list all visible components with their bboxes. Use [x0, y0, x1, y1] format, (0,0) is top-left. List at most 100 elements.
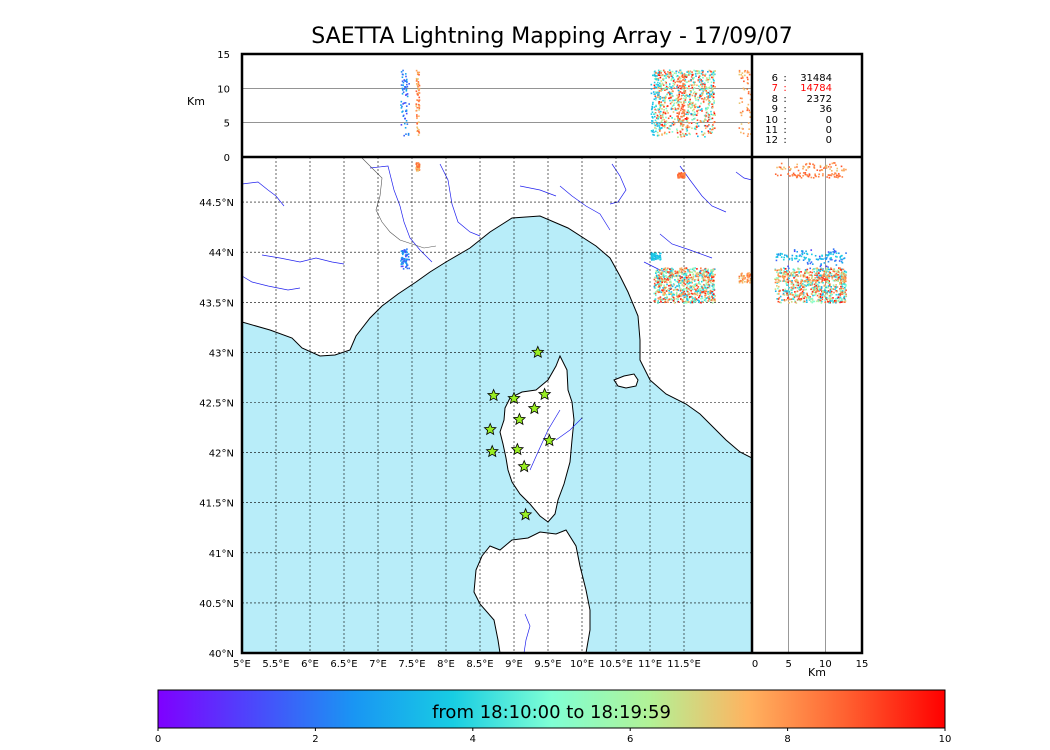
lightning-source-side [838, 260, 841, 262]
lightning-source-top [693, 87, 696, 89]
lightning-source [693, 279, 696, 281]
lightning-source [658, 277, 660, 280]
lightning-source-side [816, 294, 819, 297]
lightning-source [675, 274, 678, 277]
lightning-source-top [712, 85, 715, 87]
lightning-source-side [829, 301, 831, 304]
lightning-source [712, 298, 714, 301]
lightning-source [677, 270, 680, 273]
lightning-source-top [706, 120, 709, 122]
lightning-source-top [693, 69, 695, 72]
lightning-source-side [779, 166, 782, 169]
lightning-source-top [671, 117, 673, 119]
lightning-source-top [682, 119, 684, 122]
lightning-source [703, 273, 705, 276]
lightning-source [711, 302, 714, 304]
lightning-source-top [695, 122, 697, 124]
lightning-source [744, 280, 746, 283]
lightning-source-top [703, 97, 706, 99]
lightning-source [656, 281, 659, 284]
lightning-source-side [806, 253, 809, 256]
lightning-source-side [784, 275, 787, 278]
lightning-source [710, 270, 713, 273]
lightning-source-side [798, 294, 801, 297]
lightning-source-side [791, 257, 793, 260]
lightning-source-side [807, 166, 810, 168]
lightning-source [689, 277, 691, 280]
lightning-source-side [841, 261, 844, 264]
lightning-source-side [843, 272, 846, 274]
lightning-source-side [831, 173, 833, 175]
lightning-source [701, 295, 703, 298]
lightning-source [669, 273, 671, 276]
lightning-source-top [405, 105, 408, 107]
lightning-source-top [702, 74, 704, 76]
altitude-side-x-ticks: 0 5 10 15 [752, 659, 869, 670]
lightning-source [690, 299, 693, 302]
lightning-source [712, 296, 715, 299]
legend-sep: : [783, 83, 787, 95]
lightning-source-top [688, 111, 690, 113]
lightning-source [665, 294, 668, 296]
lightning-source-side [784, 290, 787, 292]
lightning-source [701, 300, 703, 303]
lightning-source-top [671, 105, 674, 107]
lightning-source-top [692, 101, 694, 104]
lightning-source [697, 290, 700, 292]
lightning-source-top [658, 134, 660, 137]
lightning-source-top [689, 101, 692, 104]
lightning-source [684, 270, 687, 273]
lightning-source-side [804, 269, 807, 271]
lightning-source-top [404, 126, 407, 129]
lightning-source [686, 277, 688, 279]
lightning-source-top [676, 112, 679, 114]
lightning-source-side [825, 265, 828, 268]
lightning-source-side [816, 276, 818, 278]
lightning-source [673, 293, 676, 296]
lightning-source [713, 268, 716, 271]
lightning-source-top [654, 124, 657, 127]
lightning-source-side [789, 298, 791, 301]
lightning-source [669, 292, 671, 294]
lightning-source-side [784, 254, 786, 256]
lightning-source-side [804, 272, 806, 275]
lightning-source-top [651, 115, 654, 118]
lightning-source-side [777, 276, 780, 279]
lightning-source-side [779, 272, 781, 274]
lightning-source-top [738, 102, 741, 104]
lightning-source-side [816, 169, 819, 171]
lightning-source-side [793, 249, 796, 251]
lightning-source [738, 280, 741, 283]
lightning-source-top [697, 79, 700, 82]
lightning-source-top [417, 81, 420, 83]
lightning-source [688, 272, 691, 274]
lightning-source [749, 281, 751, 284]
lightning-source-top [710, 71, 713, 73]
lightning-source [670, 281, 672, 284]
lightning-source-side [830, 256, 832, 259]
lightning-source [712, 293, 715, 295]
lightning-source-side [805, 271, 807, 274]
lightning-source-side [793, 257, 796, 260]
lightning-source-top [684, 90, 687, 92]
lightning-source [704, 276, 707, 279]
lightning-source-side [787, 277, 789, 280]
lightning-source-top [675, 75, 678, 78]
lightning-source-side [818, 278, 821, 281]
lightning-source-side [795, 176, 798, 179]
lightning-source-side [816, 290, 819, 293]
lightning-source-top [672, 123, 675, 126]
lightning-source-top [659, 76, 662, 79]
lightning-source-side [844, 301, 846, 303]
map-y-tick-label: 40°N [209, 649, 234, 660]
lightning-source-top [694, 113, 696, 116]
station-star-icon [512, 412, 527, 426]
lightning-source-top [679, 81, 682, 84]
lightning-source-top [666, 87, 669, 90]
lightning-source [690, 271, 692, 274]
lightning-source-side [819, 274, 821, 277]
lightning-source-top [712, 121, 715, 124]
lightning-source-side [837, 269, 839, 272]
legend-key: 7 [771, 83, 778, 95]
lightning-source [681, 174, 684, 177]
